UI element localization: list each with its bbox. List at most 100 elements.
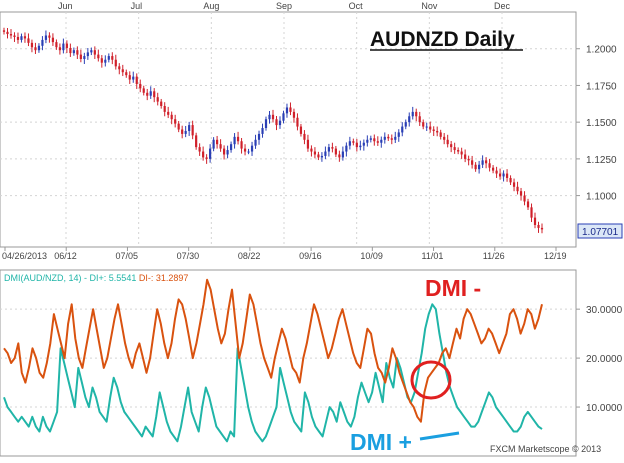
candle-body: [443, 136, 446, 140]
month-label: Sep: [276, 1, 292, 11]
candle-body: [275, 119, 278, 126]
di-plus-line: [3, 303, 543, 443]
candle-body: [188, 125, 191, 131]
candle-body: [380, 139, 383, 143]
candle-body: [359, 145, 362, 148]
candle-body: [369, 138, 372, 140]
candle-series: [2, 27, 544, 234]
candle-body: [226, 150, 229, 155]
candle-body: [156, 97, 159, 102]
candle-body: [429, 126, 432, 130]
month-label: Nov: [421, 1, 438, 11]
candle-body: [86, 52, 89, 57]
candle-body: [114, 59, 117, 67]
date-tick-label: 08/22: [238, 251, 261, 261]
candle-body: [310, 148, 313, 152]
candle-body: [177, 123, 180, 130]
candle-body: [366, 139, 369, 143]
candle-body: [167, 111, 170, 115]
candle-body: [132, 76, 135, 80]
candle-body: [83, 56, 86, 59]
candle-body: [519, 191, 523, 196]
dmi-plus-annotation: DMI +: [350, 429, 412, 455]
candle-body: [345, 145, 348, 152]
candle-body: [383, 136, 386, 140]
candle-body: [198, 147, 201, 152]
candle-body: [327, 147, 330, 152]
candle-body: [146, 92, 149, 96]
candle-body: [243, 148, 247, 152]
candle-body: [474, 164, 477, 170]
price-tick-label: 1.1000: [586, 192, 617, 203]
candle-body: [2, 30, 6, 32]
candle-body: [240, 141, 243, 149]
dmi-tick-label: 30.0000: [586, 305, 623, 316]
candle-body: [76, 50, 79, 55]
candle-body: [222, 148, 226, 155]
candle-body: [233, 136, 236, 145]
candle-body: [247, 151, 250, 153]
candle-body: [278, 120, 282, 126]
candle-body: [65, 43, 68, 48]
candle-body: [139, 83, 142, 89]
candle-body: [317, 154, 320, 158]
candle-body: [104, 59, 107, 63]
candle-body: [212, 139, 215, 149]
candle-body: [174, 119, 177, 124]
dmi-y-axis: 30.0000 20.0000 10.0000: [576, 305, 623, 414]
candle-body: [268, 114, 271, 120]
candle-body: [453, 147, 456, 151]
candle-body: [502, 173, 505, 177]
candle-body: [254, 139, 257, 146]
candle-body: [418, 116, 421, 123]
chart-title: AUDNZD Daily: [370, 28, 515, 51]
candle-body: [509, 177, 512, 183]
candle-body: [464, 154, 467, 159]
month-label: Oct: [349, 1, 364, 11]
candle-body: [530, 207, 533, 218]
di-minus-legend-name: DI-: [139, 273, 151, 283]
candle-body: [125, 72, 128, 76]
candle-body: [401, 126, 404, 133]
candle-body: [432, 129, 435, 131]
candle-body: [285, 107, 289, 114]
candle-body: [334, 148, 337, 155]
di-minus-line: [3, 278, 543, 423]
candle-body: [390, 138, 393, 140]
candle-body: [537, 224, 540, 228]
candle-body: [523, 195, 526, 202]
candle-body: [376, 141, 379, 143]
candle-body: [20, 36, 23, 40]
di-plus-value: 5.5541: [109, 273, 137, 283]
candle-body: [408, 116, 411, 123]
candle-body: [439, 132, 442, 137]
candle-body: [505, 173, 509, 178]
candle-body: [289, 107, 292, 112]
date-tick-label: 09/16: [299, 251, 322, 261]
candle-body: [338, 154, 341, 158]
candle-body: [44, 35, 48, 40]
candle-body: [540, 227, 544, 230]
candle-body: [292, 111, 296, 118]
candle-body: [348, 141, 351, 146]
candle-body: [352, 141, 355, 143]
dmi-panel: 30.0000 20.0000 10.0000 DMI(AUD/NZD, 14) -…: [0, 269, 623, 457]
candle-body: [142, 88, 145, 93]
candle-body: [446, 139, 449, 145]
candle-body: [481, 160, 484, 165]
candle-body: [34, 47, 37, 51]
candle-body: [313, 151, 317, 155]
top-month-axis: Jun Jul Aug Sep Oct Nov Dec: [58, 1, 511, 11]
candle-body: [485, 160, 488, 164]
crossover-circle: [410, 360, 452, 400]
candle-body: [467, 158, 470, 161]
candle-body: [205, 157, 208, 159]
candle-body: [163, 106, 166, 112]
date-tick-label: 11/01: [422, 251, 444, 261]
candle-body: [216, 139, 219, 145]
candle-body: [404, 122, 407, 127]
candle-body: [111, 56, 114, 60]
candle-body: [30, 42, 34, 48]
last-price-box: [577, 223, 623, 239]
candle-body: [170, 114, 173, 120]
